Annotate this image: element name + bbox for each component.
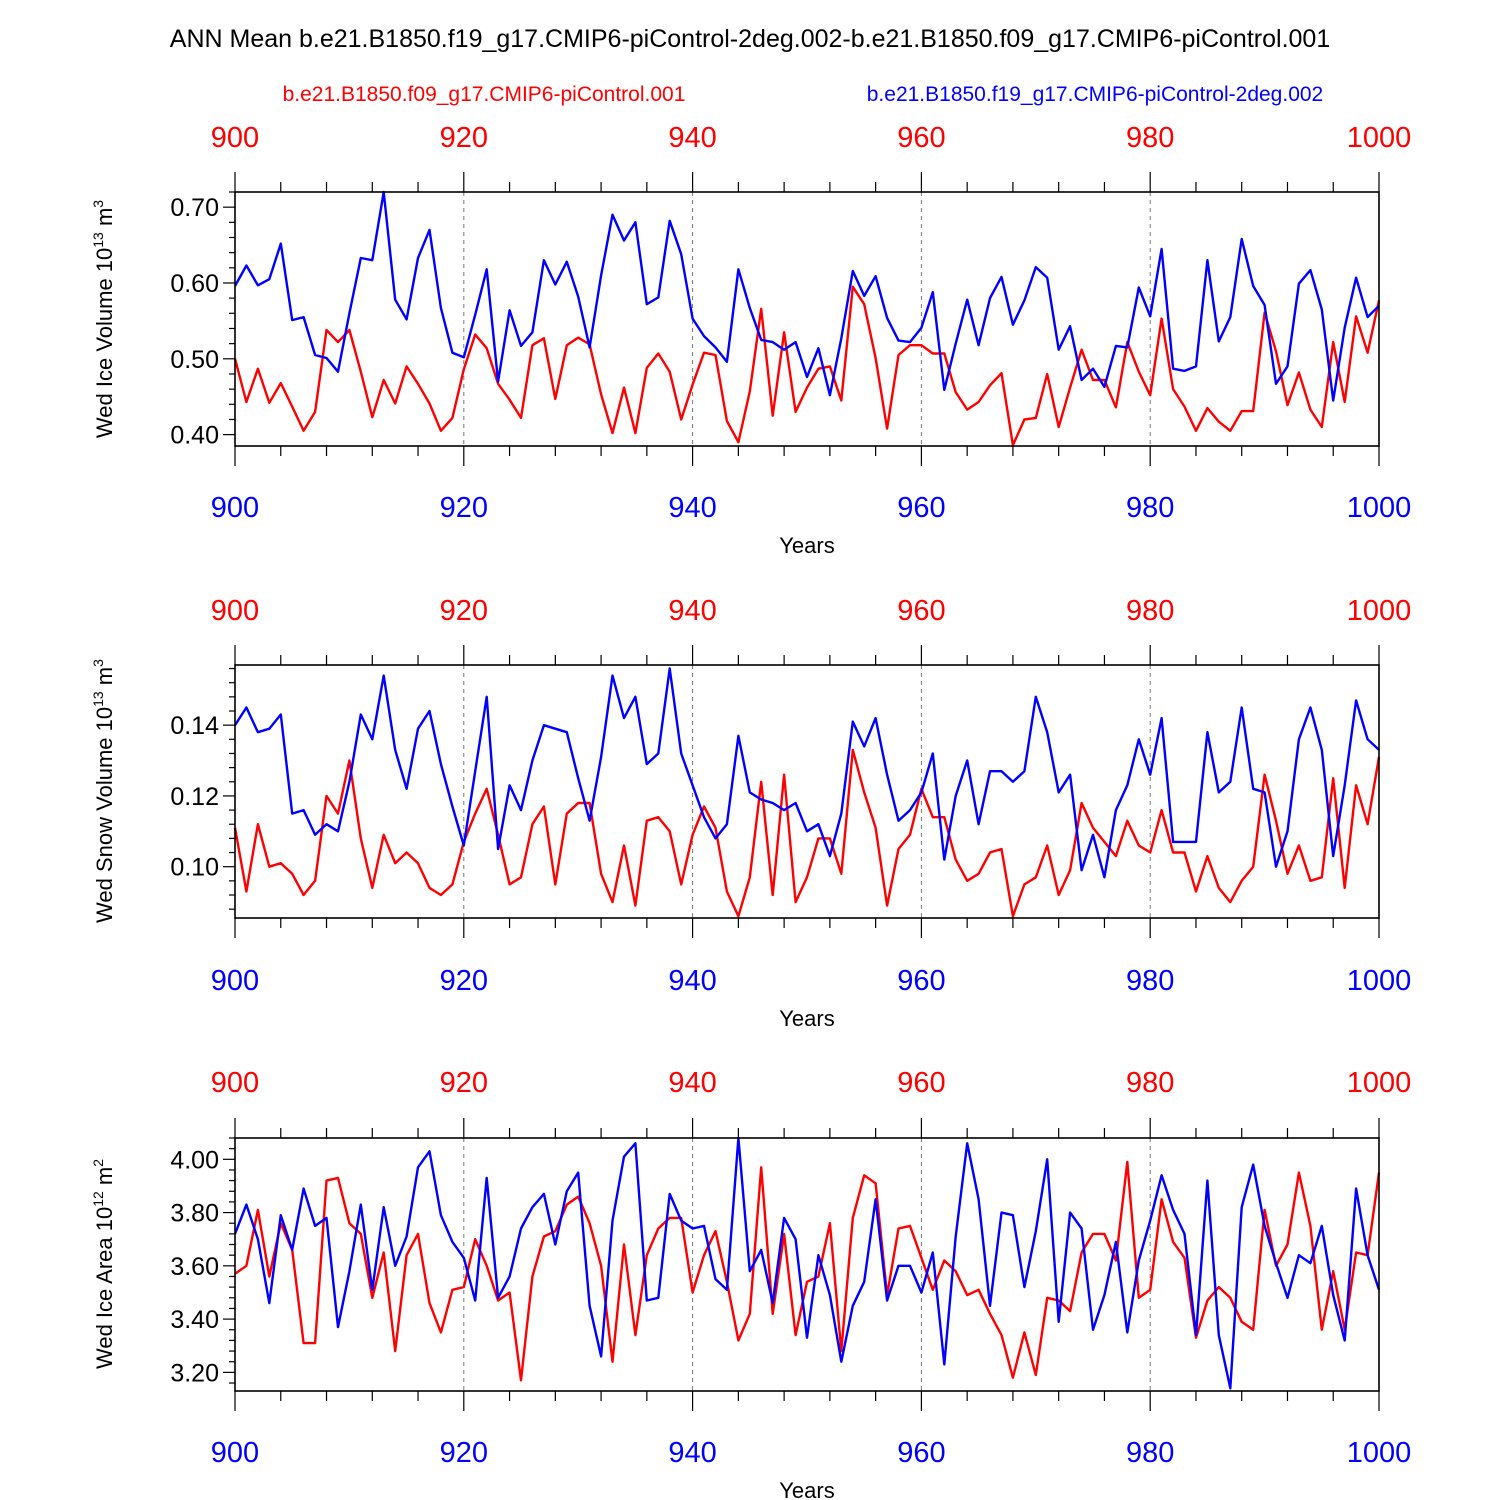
y-tick-label: 3.80 [170, 1200, 219, 1228]
y-tick-label: 0.40 [170, 422, 219, 450]
x-axis-label: Years [779, 533, 834, 558]
x-tick-label-bottom: 900 [211, 965, 259, 997]
y-axis-label-text: Wed Ice Area 10 [92, 1207, 117, 1369]
x-tick-label-bottom: 900 [211, 492, 259, 524]
x-tick-label-top: 960 [897, 1067, 945, 1099]
x-axis-label: Years [779, 1006, 834, 1031]
y-tick-label: 0.70 [170, 194, 219, 222]
x-tick-label-top: 960 [897, 595, 945, 627]
x-tick-label-top: 920 [440, 122, 488, 154]
y-axis-label-exponent: 12 [90, 1191, 106, 1207]
x-tick-label-bottom: 940 [668, 492, 716, 524]
y-tick-label: 0.14 [170, 712, 219, 740]
plot-frame [234, 664, 1380, 919]
x-tick-label-bottom: 980 [1126, 1437, 1174, 1469]
series-line-red [233, 748, 1381, 918]
x-tick-label-bottom: 960 [897, 1437, 945, 1469]
y-tick-label: 0.10 [170, 854, 219, 882]
y-tick-label: 3.40 [170, 1306, 219, 1334]
plot-panel-3: 3.20 3.40 3.60 3.80 4.00 900 900 920 920 940 940 96… [90, 1067, 1411, 1500]
y-axis-label-exponent: 3 [90, 200, 106, 208]
y-tick-label: 4.00 [170, 1146, 219, 1174]
x-tick-label-top: 1000 [1347, 1067, 1412, 1099]
x-tick-label-bottom: 940 [668, 1437, 716, 1469]
y-tick-label: 3.60 [170, 1253, 219, 1281]
x-tick-label-top: 900 [211, 122, 259, 154]
x-axis-label: Years [779, 1478, 834, 1500]
y-axis-label: Wed Snow Volume 1013 m3 [90, 659, 117, 923]
x-tick-label-top: 1000 [1347, 122, 1412, 154]
x-tick-label-top: 980 [1126, 595, 1174, 627]
x-tick-label-top: 920 [440, 595, 488, 627]
x-tick-label-top: 940 [668, 595, 716, 627]
x-tick-label-bottom: 980 [1126, 965, 1174, 997]
plot-frame [234, 191, 1380, 447]
x-tick-label-bottom: 900 [211, 1437, 259, 1469]
y-axis-label-exponent: 3 [90, 659, 106, 667]
x-tick-label-bottom: 980 [1126, 492, 1174, 524]
x-tick-label-top: 1000 [1347, 595, 1412, 627]
series-line-red [234, 1160, 1381, 1382]
y-axis-label-exponent: 2 [90, 1159, 106, 1167]
y-tick-label: 0.12 [170, 783, 219, 811]
legend-entry-blue: b.e21.B1850.f19_g17.CMIP6-piControl-2deg… [867, 83, 1323, 106]
series-line-blue [233, 1136, 1381, 1390]
x-tick-label-top: 900 [211, 1067, 259, 1099]
x-tick-label-top: 940 [668, 122, 716, 154]
y-axis-label-text: m [92, 667, 117, 691]
figure-title: ANN Mean b.e21.B1850.f19_g17.CMIP6-piCon… [170, 25, 1330, 53]
y-axis-label-text: m [92, 208, 117, 232]
x-tick-label-bottom: 940 [668, 965, 716, 997]
y-tick-label: 3.20 [170, 1359, 219, 1387]
plot-frame [234, 1137, 1380, 1392]
x-tick-label-bottom: 960 [897, 492, 945, 524]
legend-entry-red: b.e21.B1850.f09_g17.CMIP6-piControl.001 [283, 83, 686, 106]
y-axis-label-text: m [92, 1167, 117, 1191]
y-axis-label-exponent: 13 [90, 232, 106, 248]
x-tick-label-top: 900 [211, 595, 259, 627]
x-tick-label-top: 960 [897, 122, 945, 154]
series-line-blue [233, 667, 1380, 879]
y-tick-label: 0.60 [170, 270, 219, 298]
y-axis-label-text: Wed Snow Volume 10 [92, 707, 117, 923]
series-line-red [233, 285, 1381, 447]
x-tick-label-top: 920 [440, 1067, 488, 1099]
x-tick-label-top: 940 [668, 1067, 716, 1099]
x-tick-label-bottom: 920 [440, 965, 488, 997]
x-tick-label-bottom: 1000 [1347, 1437, 1412, 1469]
y-axis-label: Wed Ice Volume 1013 m3 [90, 200, 117, 438]
plot-panel-2: 0.10 0.12 0.14 900 900 920 920 940 940 960 960 980 9… [90, 595, 1411, 1031]
x-tick-label-top: 980 [1126, 1067, 1174, 1099]
x-tick-label-top: 980 [1126, 122, 1174, 154]
y-axis-label-exponent: 13 [90, 691, 106, 707]
x-tick-label-bottom: 1000 [1347, 965, 1412, 997]
x-tick-label-bottom: 1000 [1347, 492, 1412, 524]
series-line-blue [233, 190, 1380, 402]
x-tick-label-bottom: 920 [440, 492, 488, 524]
x-tick-label-bottom: 960 [897, 965, 945, 997]
y-tick-label: 0.50 [170, 346, 219, 374]
y-axis-label: Wed Ice Area 1012 m2 [90, 1159, 117, 1369]
plot-panel-1: 0.40 0.50 0.60 0.70 900 900 920 920 940 940 960 960… [90, 122, 1411, 558]
y-axis-label-text: Wed Ice Volume 10 [92, 248, 117, 438]
x-tick-label-bottom: 920 [440, 1437, 488, 1469]
